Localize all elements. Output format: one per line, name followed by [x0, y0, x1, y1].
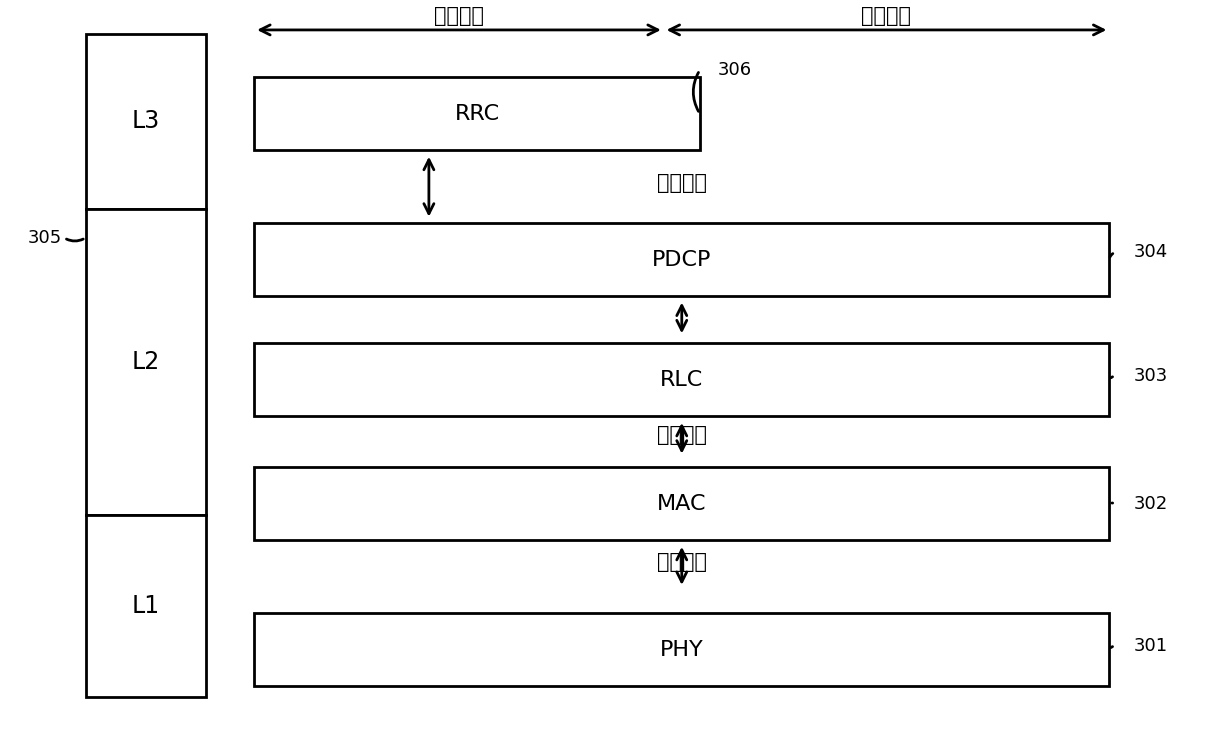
FancyBboxPatch shape [86, 209, 206, 514]
Text: PDCP: PDCP [652, 250, 711, 270]
FancyBboxPatch shape [255, 467, 1109, 540]
Text: L2: L2 [132, 350, 161, 373]
Text: 无线承载: 无线承载 [657, 173, 707, 193]
Text: RLC: RLC [660, 370, 704, 390]
Text: PHY: PHY [660, 639, 704, 660]
Text: MAC: MAC [657, 494, 706, 514]
FancyBboxPatch shape [86, 34, 206, 209]
FancyBboxPatch shape [255, 77, 700, 150]
Text: L1: L1 [132, 594, 161, 618]
Text: 306: 306 [718, 61, 752, 79]
Text: 301: 301 [1133, 637, 1167, 655]
FancyBboxPatch shape [255, 343, 1109, 417]
FancyBboxPatch shape [255, 613, 1109, 686]
Text: 305: 305 [28, 229, 62, 247]
Text: L3: L3 [132, 109, 161, 133]
Text: 控制平面: 控制平面 [435, 7, 484, 26]
FancyBboxPatch shape [255, 223, 1109, 296]
Text: 303: 303 [1133, 368, 1167, 385]
FancyBboxPatch shape [86, 514, 206, 698]
Text: 用户平面: 用户平面 [862, 7, 911, 26]
Text: 传输信道: 传输信道 [657, 552, 707, 573]
Text: 304: 304 [1133, 243, 1167, 262]
Text: 逻辑信道: 逻辑信道 [657, 425, 707, 445]
Text: RRC: RRC [455, 104, 500, 123]
Text: 302: 302 [1133, 495, 1167, 513]
